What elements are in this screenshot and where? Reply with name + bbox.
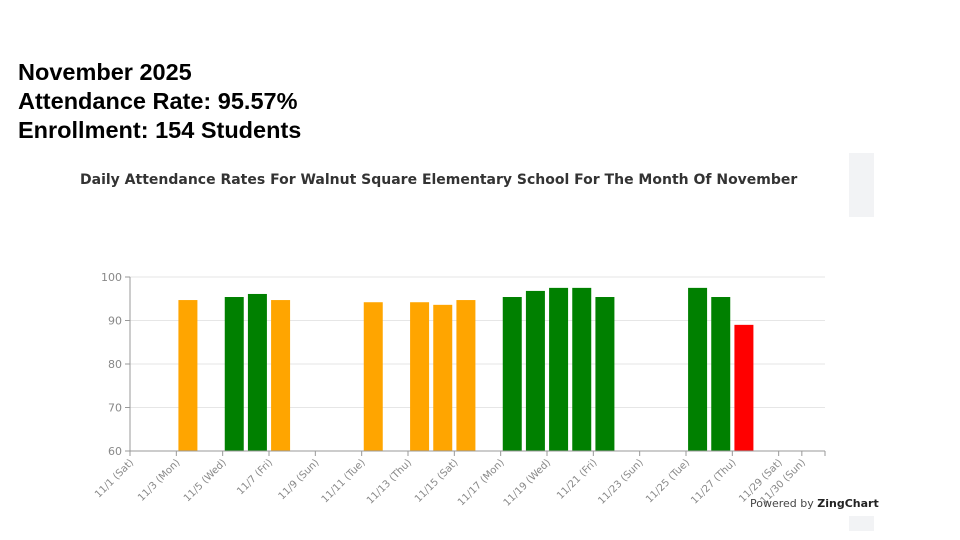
y-tick-label: 70	[108, 402, 122, 415]
bar-11-19	[549, 287, 569, 451]
bar-11-14	[433, 304, 453, 451]
x-tick-label: 11/21 (Fri)	[555, 457, 599, 501]
y-tick-label: 90	[108, 315, 122, 328]
bar-11-25	[688, 287, 708, 451]
y-tick-label: 80	[108, 358, 122, 371]
y-tick-label: 60	[108, 445, 122, 458]
attendance-rate: Attendance Rate: 95.57%	[18, 88, 298, 114]
x-tick-label: 11/19 (Wed)	[502, 457, 553, 508]
bar-11-5	[224, 297, 244, 451]
summary-header: November 2025 Attendance Rate: 95.57% En…	[18, 58, 301, 145]
x-tick-label: 11/27 (Thu)	[689, 457, 738, 506]
x-tick-label: 11/7 (Fri)	[235, 457, 275, 497]
bar-11-6	[247, 293, 267, 451]
bar-11-11	[363, 302, 383, 451]
x-tick-label: 11/13 (Thu)	[365, 457, 414, 506]
zingchart-credit[interactable]: Powered by ZingChart	[750, 497, 879, 510]
x-tick-label: 11/15 (Sat)	[413, 457, 461, 505]
bar-11-26	[711, 297, 731, 451]
bar-11-7	[271, 300, 291, 451]
bar-11-20	[572, 287, 592, 451]
month-title: November 2025	[18, 59, 192, 85]
enrollment-count: Enrollment: 154 Students	[18, 117, 302, 143]
bar-11-18	[525, 290, 545, 451]
x-tick-label: 11/25 (Tue)	[644, 457, 692, 505]
bar-11-13	[410, 302, 430, 451]
x-tick-label: 11/1 (Sat)	[93, 457, 136, 500]
x-tick-label: 11/3 (Mon)	[136, 457, 182, 503]
y-tick-label: 100	[101, 271, 122, 284]
x-tick-label: 11/23 (Sun)	[596, 457, 645, 506]
bar-11-17	[502, 297, 522, 451]
credit-prefix: Powered by	[750, 497, 814, 510]
credit-brand: ZingChart	[817, 497, 879, 510]
chart-title: Daily Attendance Rates For Walnut Square…	[80, 172, 798, 188]
side-panel-top	[849, 153, 874, 217]
x-tick-label: 11/11 (Tue)	[320, 457, 368, 505]
bar-11-15	[456, 300, 476, 451]
x-tick-label: 11/17 (Mon)	[456, 457, 507, 508]
side-panel-bottom	[849, 516, 874, 531]
bar-11-27	[734, 324, 754, 451]
x-tick-label: 11/5 (Wed)	[182, 457, 229, 504]
bar-11-21	[595, 297, 615, 451]
bar-11-3	[178, 300, 198, 451]
x-tick-label: 11/9 (Sun)	[277, 457, 322, 502]
